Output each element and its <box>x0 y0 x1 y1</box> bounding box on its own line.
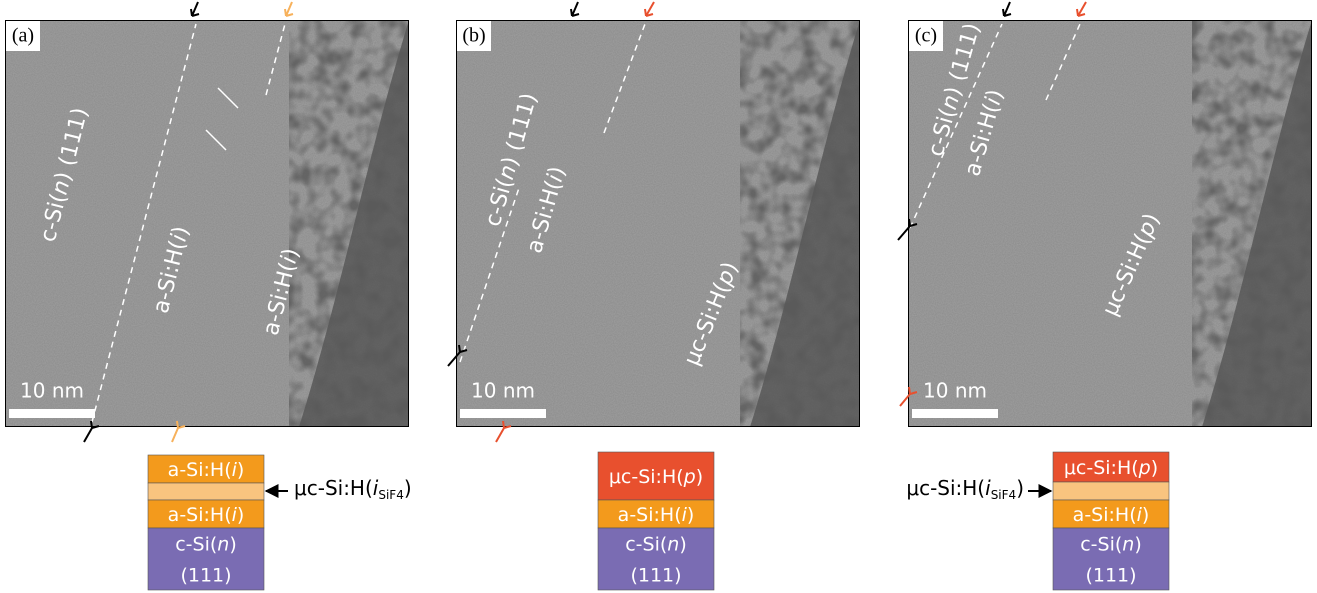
interface-marker <box>571 2 579 16</box>
text-run: a-Si:H( <box>1073 504 1137 526</box>
italic-run: p <box>1138 457 1151 479</box>
layer-label: μc-Si:H(p) <box>609 466 703 488</box>
layer-label: a-Si:H(i) <box>1073 504 1150 526</box>
layer-label: (111) <box>630 564 681 586</box>
text-run: ) <box>229 533 236 555</box>
layer-label: c-Si(n) <box>625 533 687 555</box>
text-run: μc-Si:H( <box>294 476 373 500</box>
text-run: a-Si:H( <box>168 504 232 526</box>
scale-bar-label: 10 nm <box>923 379 987 403</box>
dark-blobs <box>1192 20 1312 427</box>
interface-marker <box>1003 2 1011 16</box>
dark-blobs <box>289 20 409 427</box>
tem-image <box>456 20 860 427</box>
text-run: c-Si( <box>625 533 667 555</box>
tem-image <box>5 20 409 427</box>
interface-marker <box>285 2 293 16</box>
text-run: μc-Si:H( <box>1064 457 1139 479</box>
layer-label: a-Si:H(i) <box>618 504 695 526</box>
text-run: a-Si:H( <box>618 504 682 526</box>
panel: (c)c-Si(n) (111)a-Si:H(i)μc-Si:H(p)10 nm… <box>898 2 1312 590</box>
text-run: (111) <box>1085 564 1136 586</box>
layer <box>148 483 264 500</box>
layer-label: (111) <box>180 564 231 586</box>
scale-bar <box>460 409 546 418</box>
text-run: ) <box>679 533 686 555</box>
dark-blobs <box>740 20 860 427</box>
panel-tag: (a) <box>12 25 34 47</box>
text-run: ) <box>237 459 244 481</box>
interface-marker <box>645 2 654 16</box>
layer-label: a-Si:H(i) <box>168 459 245 481</box>
layer-label: a-Si:H(i) <box>168 504 245 526</box>
layer-label: (111) <box>1085 564 1136 586</box>
text-run: ) <box>237 504 244 526</box>
text-run: μc-Si:H( <box>906 476 985 500</box>
panel-tag: (b) <box>462 25 485 47</box>
layer-label: c-Si(n) <box>175 533 237 555</box>
text-run: a-Si:H( <box>168 459 232 481</box>
layer-label: c-Si(n) <box>1080 533 1142 555</box>
text-run: ) <box>696 466 703 488</box>
text-run: ) <box>1151 457 1158 479</box>
text-run: (111) <box>180 564 231 586</box>
text-run: ) <box>1134 533 1141 555</box>
text-run: ) <box>687 504 694 526</box>
text-run: ) <box>1016 476 1024 500</box>
text-run: c-Si( <box>1080 533 1122 555</box>
italic-run: p <box>683 466 696 488</box>
subscript-run: SiF4 <box>991 488 1017 502</box>
italic-run: n <box>667 533 679 555</box>
scale-bar <box>9 409 95 418</box>
scale-bar-label: 10 nm <box>20 379 84 403</box>
italic-run: n <box>1122 533 1134 555</box>
callout-label: μc-Si:H(iSiF4) <box>906 476 1024 502</box>
panel-tag: (c) <box>915 25 937 47</box>
interface-marker <box>1077 2 1086 16</box>
text-run: ) <box>404 476 412 500</box>
layer-label: μc-Si:H(p) <box>1064 457 1158 479</box>
text-run: ) <box>1142 504 1149 526</box>
text-run: c-Si( <box>175 533 217 555</box>
callout-label: μc-Si:H(iSiF4) <box>294 476 412 502</box>
layer <box>1053 482 1169 500</box>
interface-marker <box>191 2 199 16</box>
scale-bar <box>912 409 998 418</box>
italic-run: n <box>217 533 229 555</box>
scale-bar-label: 10 nm <box>471 379 535 403</box>
panel: (b) c-Si(n) (111) a-Si:H(i) μc-Si:H(p) 10 nm… <box>448 2 860 590</box>
subscript-run: SiF4 <box>378 488 404 502</box>
text-run: μc-Si:H( <box>609 466 684 488</box>
panel: (a) c-Si(n) (111) a-Si:H(i) a-Si:H(i) 10 nm a… <box>5 2 412 590</box>
figure: (a)c-Si(n) (111)a-Si:H(i)a-Si:H(i)10 nma… <box>0 0 1317 593</box>
text-run: (111) <box>630 564 681 586</box>
